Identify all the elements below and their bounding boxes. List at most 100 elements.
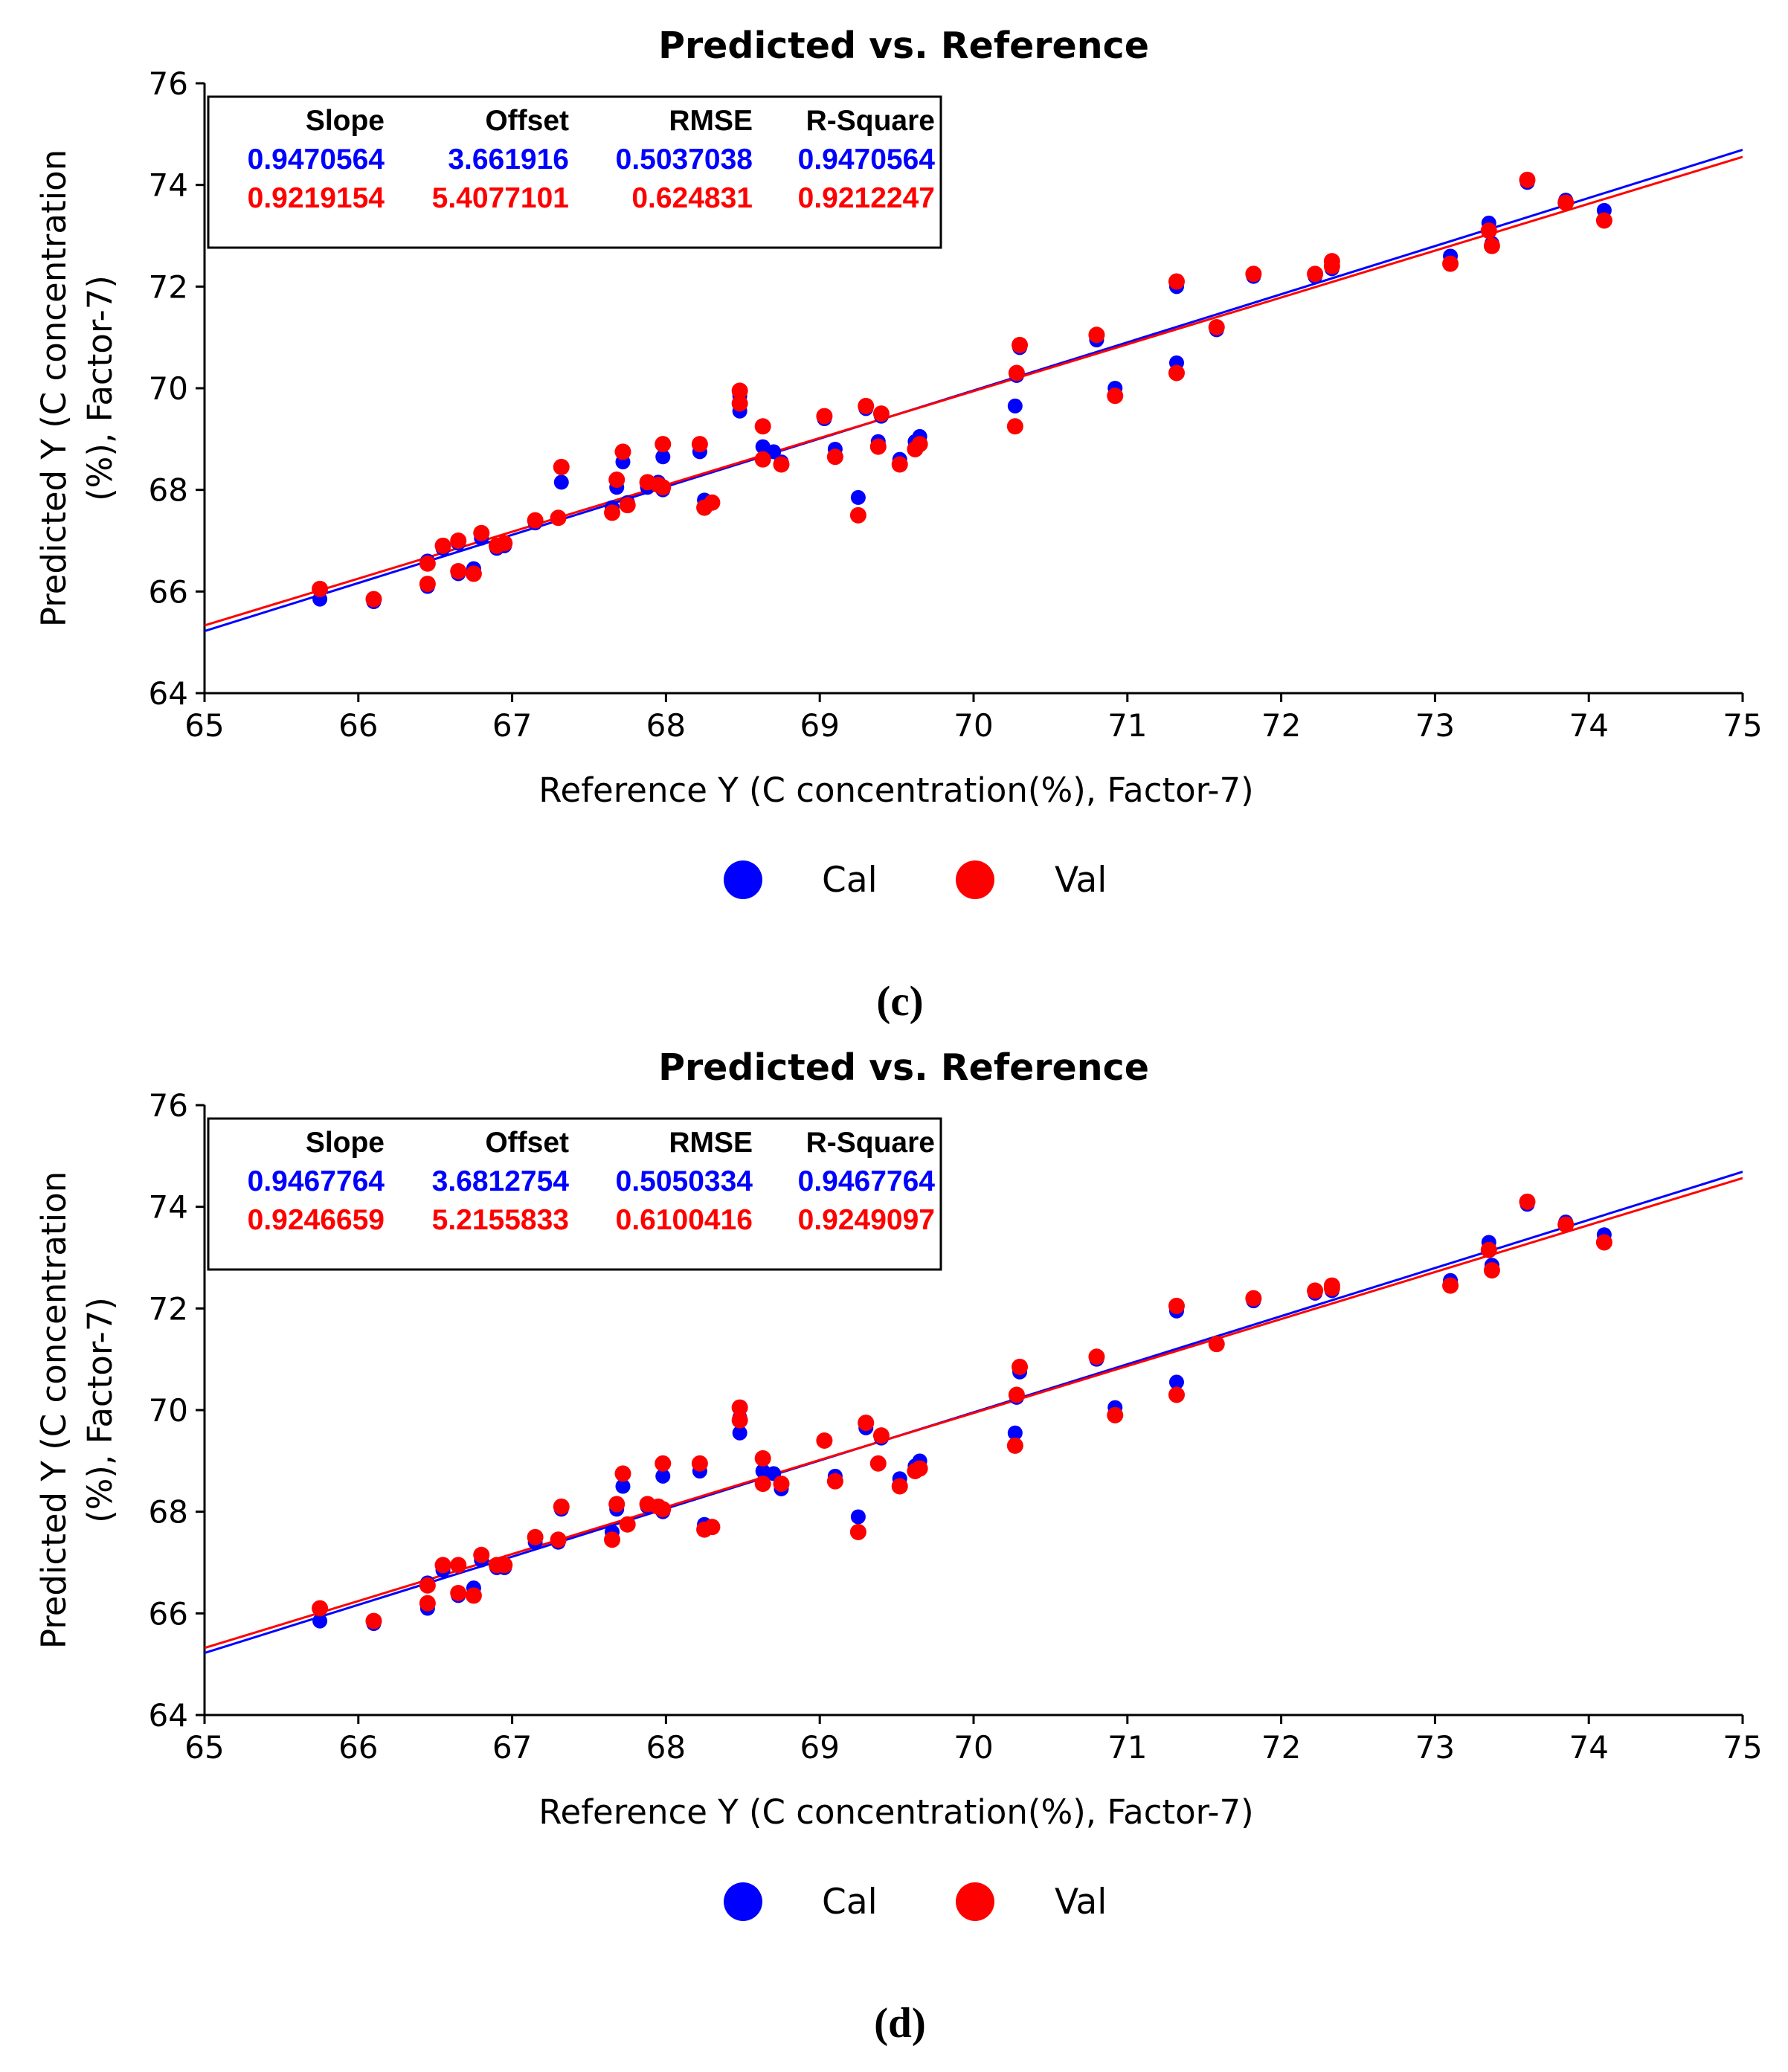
data-point-val (1006, 1437, 1023, 1454)
stats-value-val: 5.2155833 (432, 1204, 569, 1236)
data-point-val (1168, 273, 1185, 290)
data-point-val (1012, 336, 1029, 353)
x-tick-label: 67 (492, 1729, 532, 1766)
data-point-val (419, 1577, 436, 1594)
stats-value-val: 5.4077101 (432, 182, 569, 214)
data-point-val (872, 1427, 890, 1444)
stats-value-val: 0.9246659 (248, 1204, 385, 1236)
data-point-val (614, 1465, 631, 1482)
stats-value-cal: 0.5037038 (616, 144, 753, 176)
data-point-cal (1007, 1425, 1023, 1441)
data-point-val (619, 497, 636, 514)
stats-value-val: 0.9212247 (798, 182, 935, 214)
data-point-val (312, 580, 329, 597)
data-point-val (419, 1595, 436, 1612)
data-point-val (465, 565, 482, 582)
data-point-val (496, 535, 513, 552)
x-tick-label: 72 (1261, 707, 1301, 744)
stats-box-border (207, 95, 942, 249)
stats-header: RMSE (669, 1127, 753, 1159)
data-point-val (731, 1412, 748, 1429)
data-point-val (550, 509, 567, 527)
data-point-val (655, 1501, 672, 1518)
data-point-val (1008, 1386, 1025, 1403)
stats-value-val: 0.9219154 (248, 182, 385, 214)
data-point-cal (312, 1613, 328, 1629)
data-point-val (450, 1585, 467, 1601)
x-tick-label: 68 (646, 1729, 686, 1766)
data-point-val (465, 1587, 482, 1604)
stats-box-border (207, 1117, 942, 1271)
y-axis-label-line2: (%), Factor-7) (80, 1297, 120, 1523)
legend-label-cal: Cal (822, 1882, 878, 1923)
y-tick-label: 70 (149, 370, 188, 407)
data-point-val (1519, 171, 1536, 188)
y-tick-label: 68 (149, 472, 188, 509)
chart-panel-d: Predicted vs. Reference 64 66 68 70 72 74 76 65 6… (34, 1046, 1763, 2047)
data-point-val (1323, 253, 1340, 270)
data-point-val (1442, 1277, 1459, 1294)
y-tick-label: 76 (149, 65, 188, 102)
stats-value-cal: 0.9467764 (798, 1165, 936, 1197)
y-tick-label: 74 (149, 167, 188, 204)
stats-value-val: 0.9249097 (798, 1204, 935, 1236)
data-point-val (450, 563, 467, 579)
stats-box: Slope Offset RMSE R-Square 0.9467764 3.681275… (207, 1117, 942, 1271)
x-tick-label: 69 (800, 707, 839, 744)
series-val (312, 171, 1612, 608)
x-tick-label: 66 (338, 707, 378, 744)
x-tick-label: 71 (1107, 1729, 1147, 1766)
data-point-cal (850, 489, 866, 505)
y-tick-label: 72 (149, 1290, 188, 1327)
stats-box: Slope Offset RMSE R-Square 0.9470564 3.661916… (207, 95, 942, 249)
data-point-val (911, 436, 928, 453)
data-point-val (704, 494, 721, 511)
data-point-val (1595, 1234, 1612, 1251)
stats-header: Offset (485, 105, 569, 137)
data-point-val (419, 555, 436, 572)
x-tick-label: 65 (184, 1729, 224, 1766)
x-tick-label: 65 (184, 707, 224, 744)
data-point-val (754, 418, 771, 435)
data-point-val (1208, 319, 1225, 335)
data-point-val (891, 1478, 908, 1495)
data-point-val (754, 1450, 771, 1467)
data-point-val (826, 1473, 843, 1490)
stats-value-cal: 0.9467764 (248, 1165, 385, 1197)
stats-value-cal: 3.6812754 (432, 1165, 570, 1197)
stats-header: R-Square (806, 105, 935, 137)
data-point-val (1519, 1193, 1536, 1210)
data-point-val (773, 1476, 790, 1493)
data-point-val (608, 472, 626, 488)
data-point-val (891, 456, 908, 473)
chart-title: Predicted vs. Reference (658, 1046, 1149, 1089)
data-point-val (1557, 194, 1575, 211)
data-point-val (1012, 1358, 1029, 1375)
data-point-val (473, 524, 490, 541)
data-point-val (450, 1557, 467, 1574)
data-point-val (496, 1557, 513, 1574)
data-point-val (1107, 1406, 1124, 1423)
x-tick-label: 69 (800, 1729, 839, 1766)
data-point-val (849, 1524, 866, 1540)
data-point-cal (655, 449, 671, 465)
data-point-val (1307, 266, 1324, 283)
legend-marker-cal (724, 1882, 762, 1921)
data-point-val (1168, 1386, 1185, 1403)
legend: Cal Val (724, 860, 1107, 901)
stats-value-val: 0.624831 (631, 182, 753, 214)
x-tick-label: 73 (1415, 1729, 1455, 1766)
x-tick-label: 68 (646, 707, 686, 744)
data-point-val (1245, 266, 1262, 283)
data-point-val (473, 1546, 490, 1563)
y-tick-label: 70 (149, 1392, 188, 1429)
data-point-val (655, 436, 672, 453)
y-tick-label: 74 (149, 1189, 188, 1226)
data-point-val (858, 397, 875, 414)
y-tick-label: 72 (149, 268, 188, 305)
stats-header: R-Square (806, 1127, 935, 1159)
x-tick-label: 75 (1723, 1729, 1762, 1766)
y-tick-label: 64 (149, 675, 188, 712)
legend-label-val: Val (1055, 860, 1107, 901)
